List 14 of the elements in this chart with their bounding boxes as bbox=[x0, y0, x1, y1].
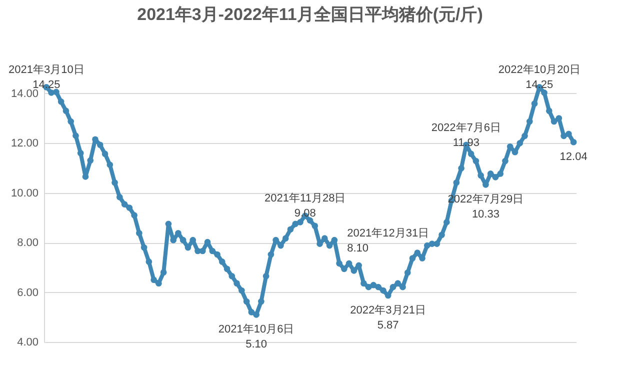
chart-title: 2021年3月-2022年11月全国日平均猪价(元/斤) bbox=[137, 5, 483, 24]
annotation: 2021年12月31日 8.10 bbox=[347, 228, 430, 255]
annotation: 2022年3月21日 5.87 bbox=[350, 304, 426, 332]
y-tick-label: 6.00 bbox=[17, 286, 38, 299]
y-tick-label: 8.00 bbox=[17, 237, 38, 250]
annotation: 2021年10月6日 5.10 bbox=[218, 324, 294, 351]
annotation: 2021年11月28日 9.08 bbox=[264, 192, 346, 220]
annotation: 2022年7月6日 11.93 bbox=[431, 122, 502, 149]
y-tick-label: 12.00 bbox=[10, 138, 38, 150]
annotation: 12.04 bbox=[560, 151, 588, 164]
annotation: 2022年10月20日 14.25 bbox=[498, 64, 580, 92]
y-tick-label: 14.00 bbox=[10, 88, 38, 100]
y-tick-label: 4.00 bbox=[17, 336, 38, 348]
y-tick-label: 10.00 bbox=[10, 187, 38, 200]
